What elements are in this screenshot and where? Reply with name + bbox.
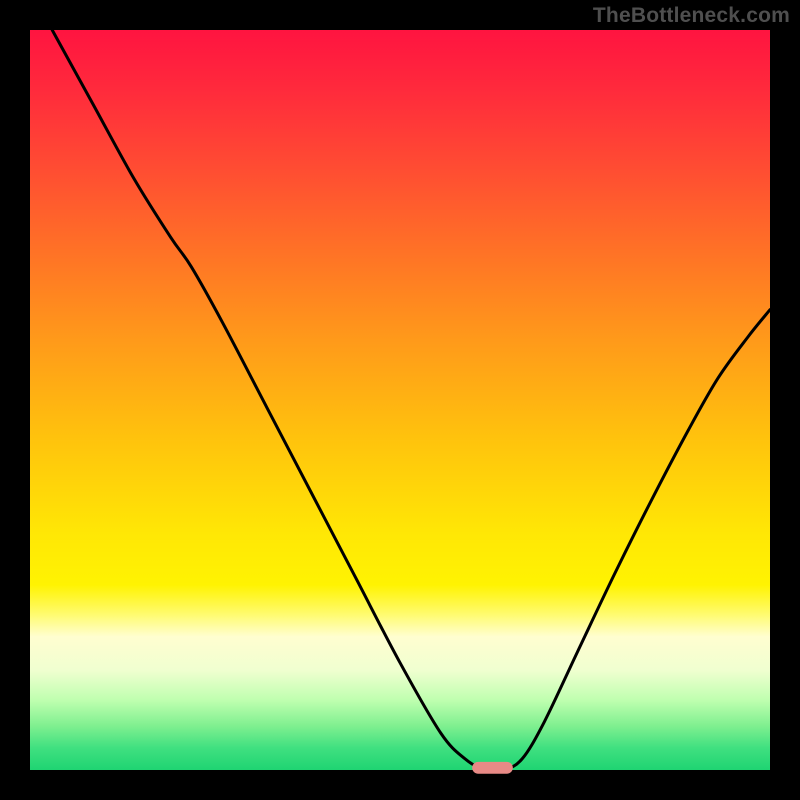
chart-container: TheBottleneck.com (0, 0, 800, 800)
optimum-marker (472, 762, 513, 774)
plot-background (30, 30, 770, 770)
bottleneck-chart (0, 0, 800, 800)
